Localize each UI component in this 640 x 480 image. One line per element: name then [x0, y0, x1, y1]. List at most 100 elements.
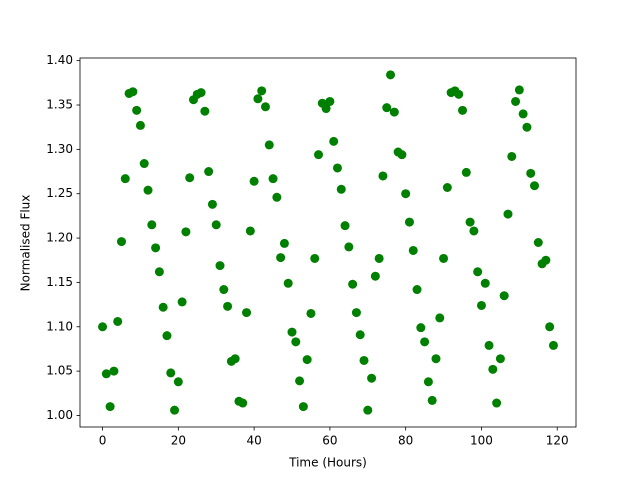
data-point — [98, 322, 108, 332]
data-point — [158, 302, 168, 312]
data-point — [253, 94, 263, 104]
data-point — [386, 70, 396, 80]
data-point — [215, 261, 225, 271]
data-point — [147, 220, 157, 230]
data-point — [332, 163, 342, 173]
x-tick-label: 20 — [171, 434, 186, 448]
data-point — [200, 106, 210, 116]
data-point — [321, 104, 331, 114]
y-tick-label: 1.35 — [46, 98, 73, 112]
x-tick-label: 120 — [546, 434, 569, 448]
data-point — [382, 103, 392, 113]
x-tick-label: 100 — [470, 434, 493, 448]
data-point — [344, 242, 354, 252]
plot-frame — [79, 57, 577, 428]
data-point — [257, 86, 267, 96]
data-point — [522, 122, 532, 132]
data-point — [435, 313, 445, 323]
data-point — [548, 340, 558, 350]
data-point — [458, 105, 468, 115]
data-point — [302, 355, 312, 365]
data-point — [427, 395, 437, 405]
data-point — [105, 402, 115, 412]
data-point — [511, 96, 521, 106]
data-point — [340, 221, 350, 231]
data-point — [363, 405, 373, 415]
data-point — [439, 253, 449, 263]
data-point — [378, 171, 388, 181]
data-point — [291, 337, 301, 347]
data-point — [533, 238, 543, 247]
data-point — [397, 150, 407, 160]
y-tick-label: 1.25 — [46, 186, 73, 200]
data-point — [242, 308, 252, 318]
data-point — [336, 184, 346, 194]
data-point — [109, 366, 119, 376]
y-axis-label: Normalised Flux — [19, 195, 33, 292]
data-point — [329, 136, 339, 146]
data-point — [348, 279, 358, 289]
data-point — [367, 373, 377, 383]
data-point — [526, 168, 536, 178]
data-point — [541, 255, 551, 265]
data-point — [204, 167, 214, 177]
x-tick-label: 60 — [322, 434, 337, 448]
data-point — [181, 227, 191, 237]
data-point — [264, 140, 274, 150]
data-point — [268, 174, 278, 184]
data-point — [355, 330, 365, 340]
data-point — [503, 209, 513, 219]
data-point — [423, 377, 433, 387]
data-point — [143, 185, 153, 195]
data-point — [325, 96, 335, 106]
data-point — [128, 87, 138, 97]
data-point — [306, 308, 316, 318]
data-point — [412, 285, 422, 295]
data-point — [480, 278, 490, 288]
y-tick-label: 1.00 — [46, 408, 73, 422]
data-point — [295, 376, 305, 386]
data-point — [238, 398, 248, 408]
data-point — [249, 176, 259, 186]
data-point — [507, 151, 517, 161]
data-point — [518, 109, 528, 119]
data-point — [223, 301, 233, 311]
y-tick-label: 1.05 — [46, 364, 73, 378]
data-point — [370, 271, 380, 281]
data-point — [530, 181, 540, 191]
data-point — [272, 192, 282, 202]
data-point — [151, 243, 161, 253]
data-point — [101, 369, 111, 379]
data-point — [219, 285, 229, 295]
x-tick-label: 40 — [246, 434, 261, 448]
data-point — [279, 238, 289, 248]
data-point — [120, 174, 130, 184]
data-point — [431, 354, 441, 364]
data-point — [484, 340, 494, 350]
data-point — [139, 159, 149, 169]
data-point — [166, 368, 176, 378]
data-point — [260, 102, 270, 112]
data-point — [545, 322, 555, 332]
data-point — [461, 167, 471, 177]
data-point — [454, 89, 464, 99]
y-tick-label: 1.20 — [46, 231, 73, 245]
data-point — [154, 267, 164, 277]
x-tick-label: 0 — [99, 434, 107, 448]
data-point — [442, 183, 452, 193]
data-point — [351, 308, 361, 318]
data-point — [374, 253, 384, 263]
data-point — [177, 297, 187, 307]
y-tick-label: 1.10 — [46, 319, 73, 333]
data-point — [173, 377, 183, 387]
data-point — [420, 337, 430, 347]
data-point — [514, 85, 524, 95]
data-point — [499, 291, 509, 301]
data-point — [473, 267, 483, 277]
data-point — [283, 278, 293, 288]
y-tick-label: 1.15 — [46, 275, 73, 289]
data-point — [230, 354, 240, 364]
data-point — [314, 150, 324, 160]
